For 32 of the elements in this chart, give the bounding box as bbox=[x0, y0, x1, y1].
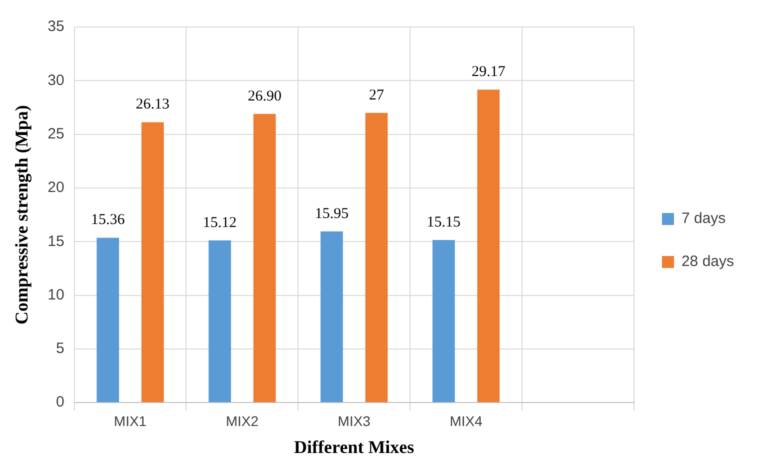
data-label: 15.15 bbox=[426, 214, 461, 230]
y-axis-title: Compressive strength (Mpa) bbox=[11, 105, 32, 324]
y-tick-label: 10 bbox=[48, 286, 64, 304]
bar bbox=[320, 231, 343, 402]
x-tick-label: MIX3 bbox=[338, 412, 371, 429]
bar bbox=[365, 112, 388, 402]
y-tick-label: 30 bbox=[48, 72, 64, 89]
data-label: 26.90 bbox=[248, 88, 282, 104]
bar bbox=[96, 238, 120, 402]
bar bbox=[253, 114, 276, 402]
x-tick-label: MIX2 bbox=[226, 412, 259, 429]
bar bbox=[141, 122, 164, 402]
y-tick-label: 20 bbox=[48, 179, 64, 196]
data-label: 15.95 bbox=[314, 206, 349, 222]
data-label: 15.36 bbox=[90, 212, 126, 228]
y-tick-label: 5 bbox=[56, 340, 64, 358]
data-label: 15.12 bbox=[202, 214, 237, 231]
y-tick-label: 15 bbox=[48, 232, 64, 250]
y-tick-label: 25 bbox=[48, 125, 64, 142]
x-axis-title: Different Mixes bbox=[294, 436, 414, 457]
legend-label: 28 days bbox=[681, 253, 734, 270]
y-tick-label: 0 bbox=[56, 394, 64, 411]
data-label: 29.17 bbox=[472, 64, 506, 80]
y-tick-label: 35 bbox=[48, 18, 64, 36]
bar bbox=[477, 90, 500, 402]
bar bbox=[432, 240, 455, 402]
bar bbox=[208, 240, 231, 402]
data-label: 27 bbox=[369, 87, 385, 104]
x-tick-label: MIX1 bbox=[114, 412, 147, 429]
legend-label: 7 days bbox=[681, 210, 726, 228]
data-label: 26.13 bbox=[136, 96, 170, 113]
x-tick-label: MIX4 bbox=[450, 412, 483, 429]
